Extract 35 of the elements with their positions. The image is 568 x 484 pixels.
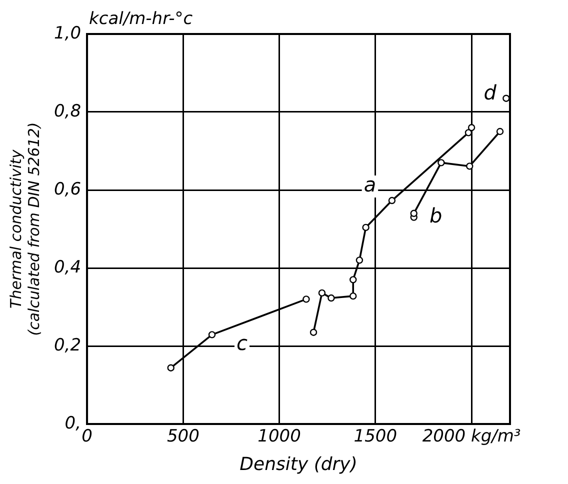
series-label: c: [236, 330, 248, 355]
point: [466, 162, 474, 170]
point: [310, 328, 318, 336]
y-tick-label: 0,2: [54, 335, 82, 356]
point: [328, 294, 335, 302]
point: [502, 94, 510, 102]
y-tick-label: 0,: [64, 413, 82, 434]
y-tick-label: 0,4: [54, 257, 82, 278]
y-tick-label: 0,8: [54, 101, 82, 122]
x-tick-label: 1000: [258, 426, 301, 447]
x-axis-title: Density (dry): [240, 454, 358, 475]
series-label: d: [484, 80, 497, 105]
y-tick-label: 1,0: [54, 23, 82, 44]
x-tick-label: 2000 kg/m³: [422, 426, 521, 447]
series-label: a: [364, 172, 376, 197]
point: [356, 256, 364, 264]
y-axis-title: Thermal conductivity (calculated from DIN 52612): [6, 122, 43, 336]
point: [350, 276, 357, 284]
point: [208, 331, 216, 338]
point: [318, 289, 326, 297]
point: [468, 124, 476, 132]
x-tick-label: 1500: [354, 426, 398, 447]
point: [167, 364, 174, 372]
x-tick-label: 500: [166, 426, 200, 447]
point: [410, 210, 418, 217]
x-tick-label: 0: [82, 426, 92, 447]
point: [438, 159, 445, 166]
point: [302, 296, 310, 303]
point: [496, 128, 504, 136]
point: [362, 224, 370, 232]
series-label: b: [430, 204, 442, 228]
point: [350, 292, 357, 300]
y-tick-label: 0,6: [54, 179, 82, 200]
text: kcal/m-hr-°c: [89, 8, 194, 29]
point: [388, 196, 396, 204]
